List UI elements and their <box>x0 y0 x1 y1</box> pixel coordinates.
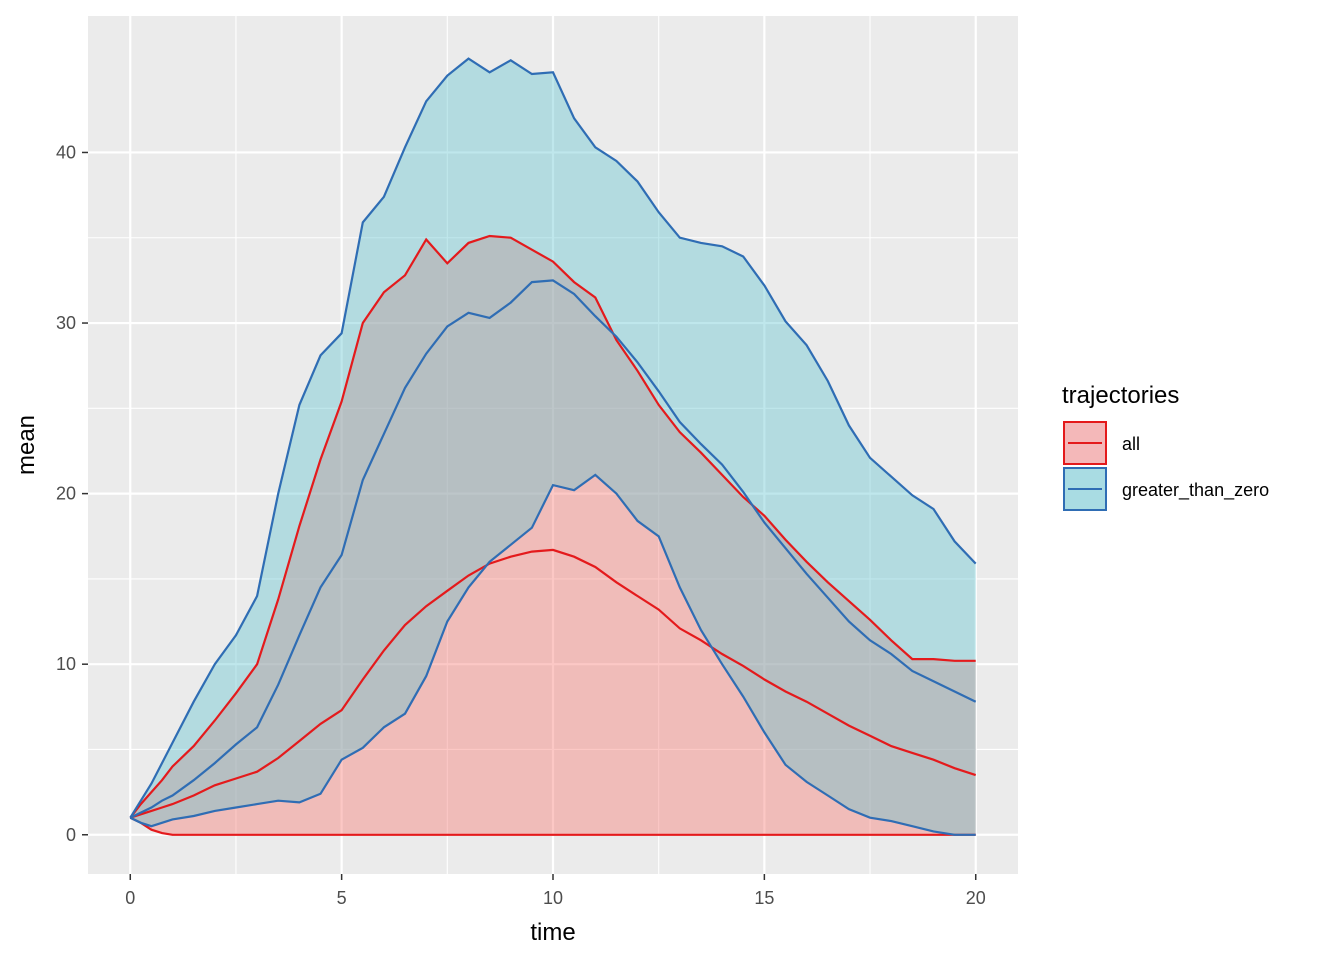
legend-item-greater-than-zero: greater_than_zero <box>1063 467 1269 511</box>
x-axis-title: time <box>530 919 575 946</box>
axes: 0 5 10 15 20 0 10 20 30 40 <box>56 142 986 908</box>
lower-bound-all <box>129 816 976 836</box>
mean-lines <box>129 57 977 836</box>
legend-label-greater-than-zero: greater_than_zero <box>1122 480 1269 501</box>
x-tick-label: 5 <box>337 888 347 908</box>
y-tick-label: 40 <box>56 142 76 162</box>
y-tick-label: 0 <box>66 825 76 845</box>
y-tick-label: 10 <box>56 654 76 674</box>
upper-bound-all <box>129 234 976 819</box>
x-tick-label: 10 <box>543 888 563 908</box>
legend: trajectories all greater_than_zero <box>1062 382 1269 511</box>
mean-line-greater-than-zero <box>129 279 977 819</box>
legend-label-all: all <box>1122 434 1140 454</box>
y-axis-title: mean <box>13 415 40 475</box>
ribbon-greater-than-zero <box>130 58 976 835</box>
x-tick-label: 15 <box>754 888 774 908</box>
legend-item-all: all <box>1063 421 1140 465</box>
y-tick-label: 20 <box>56 484 76 504</box>
legend-title: trajectories <box>1062 382 1179 409</box>
x-tick-label: 0 <box>125 888 135 908</box>
x-tick-label: 20 <box>966 888 986 908</box>
y-tick-label: 30 <box>56 313 76 333</box>
ribbon-all <box>130 236 976 835</box>
ribbons <box>130 58 976 835</box>
mean-line-all <box>129 548 977 819</box>
lower-bound-greater-than-zero <box>129 473 976 836</box>
upper-bound-greater-than-zero <box>129 57 977 819</box>
